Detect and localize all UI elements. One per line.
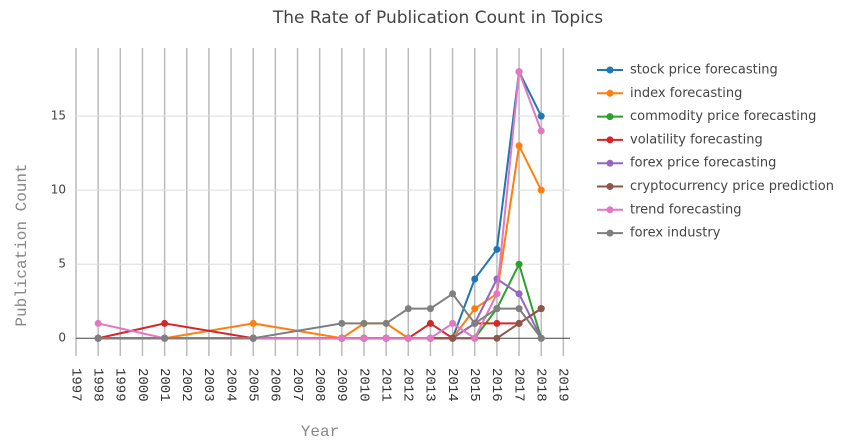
data-point (515, 305, 523, 313)
data-point (493, 334, 501, 342)
data-point (515, 260, 523, 268)
legend-marker (606, 206, 614, 214)
legend-label: forex price forecasting (630, 156, 776, 171)
x-tick-label: 2005 (245, 368, 261, 402)
data-point (449, 334, 457, 342)
data-point (493, 305, 501, 313)
y-axis-label: Publication Count (13, 163, 31, 326)
x-tick-label: 2019 (555, 368, 571, 402)
x-tick-label: 2015 (466, 368, 482, 402)
data-point (338, 334, 346, 342)
legend-marker (606, 66, 614, 74)
data-point (426, 334, 434, 342)
x-tick-label: 2003 (200, 368, 216, 402)
data-point (426, 305, 434, 313)
x-tick-label: 2009 (333, 368, 349, 402)
data-point (161, 319, 169, 327)
data-point (404, 334, 412, 342)
x-tick-label: 2014 (444, 368, 460, 402)
x-tick-label: 2000 (134, 368, 150, 402)
data-point (449, 290, 457, 298)
data-point (471, 305, 479, 313)
x-tick-label: 1997 (67, 368, 83, 402)
x-tick-label: 2002 (178, 368, 194, 402)
data-point (537, 112, 545, 120)
y-tick-label: 5 (58, 257, 66, 271)
legend-marker (606, 183, 614, 190)
legend-label: index forecasting (630, 86, 742, 101)
legend-marker (606, 89, 614, 97)
legend-label: forex industry (630, 226, 721, 241)
legend-marker (606, 159, 614, 167)
data-point (537, 127, 545, 135)
data-point (426, 319, 434, 327)
legend-label: stock price forecasting (630, 63, 778, 78)
x-axis-label: Year (301, 423, 339, 441)
data-point (471, 275, 479, 283)
y-tick-label: 10 (51, 183, 66, 197)
legend-label: cryptocurrency price prediction (630, 179, 834, 194)
data-point (249, 319, 257, 327)
y-tick-label: 0 (58, 331, 66, 345)
x-tick-label: 2004 (222, 368, 238, 402)
data-point (94, 334, 102, 342)
x-tick-label: 1998 (89, 368, 105, 402)
data-point (382, 319, 390, 327)
data-point (449, 319, 457, 327)
data-point (471, 319, 479, 327)
data-point (249, 334, 257, 342)
data-point (493, 290, 501, 298)
legend-label: trend forecasting (630, 202, 741, 217)
data-point (360, 319, 368, 327)
legend-marker (606, 229, 614, 237)
data-point (404, 305, 412, 313)
data-point (537, 305, 545, 313)
x-tick-label: 2018 (532, 368, 548, 402)
data-point (471, 334, 479, 342)
legend-label: volatility forecasting (630, 132, 763, 147)
x-tick-label: 2007 (289, 368, 305, 402)
data-point (493, 319, 501, 327)
data-point (515, 68, 523, 76)
data-point (360, 334, 368, 342)
x-tick-label: 2013 (422, 368, 438, 402)
y-tick-label: 15 (51, 109, 66, 123)
data-point (537, 334, 545, 342)
data-point (338, 319, 346, 327)
data-point (515, 142, 523, 150)
data-point (94, 319, 102, 327)
x-tick-label: 2008 (311, 368, 327, 402)
data-point (537, 186, 545, 194)
data-point (515, 290, 523, 298)
legend-marker (606, 113, 614, 121)
legend-marker (606, 136, 614, 144)
x-tick-label: 2017 (510, 368, 526, 402)
data-point (161, 334, 169, 342)
data-point (515, 319, 523, 327)
legend-label: commodity price forecasting (630, 109, 816, 124)
x-tick-label: 2012 (400, 368, 416, 402)
chart-title: The Rate of Publication Count in Topics (272, 8, 603, 28)
x-tick-label: 2016 (488, 368, 504, 402)
x-tick-label: 2001 (156, 368, 172, 402)
data-point (493, 245, 501, 253)
x-tick-label: 1999 (112, 368, 128, 402)
x-tick-label: 2010 (355, 368, 371, 402)
x-tick-label: 2011 (377, 368, 393, 402)
x-tick-label: 2006 (267, 368, 283, 402)
data-point (382, 334, 390, 342)
